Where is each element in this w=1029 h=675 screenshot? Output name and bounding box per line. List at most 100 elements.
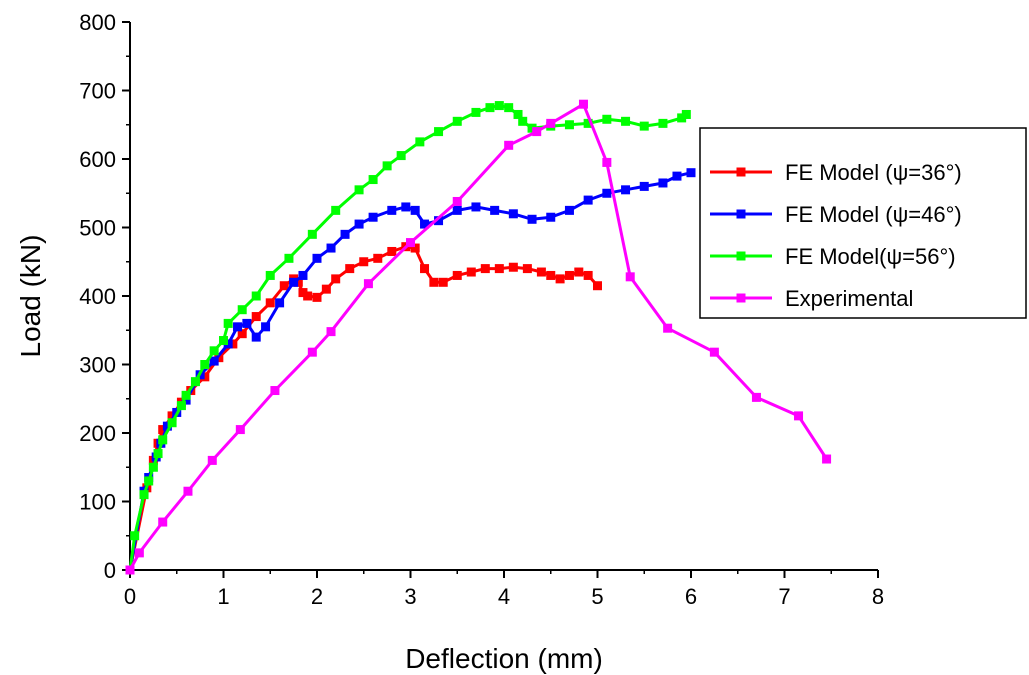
y-tick-label: 800 — [79, 10, 116, 35]
data-point — [452, 205, 462, 215]
data-point — [751, 392, 761, 402]
x-tick-label: 5 — [591, 584, 603, 609]
data-point — [251, 291, 261, 301]
data-point — [485, 103, 495, 113]
data-point — [546, 212, 556, 222]
data-point — [158, 435, 168, 445]
data-point — [527, 123, 537, 133]
data-point — [471, 107, 481, 117]
data-point — [527, 214, 537, 224]
data-point — [532, 127, 542, 137]
data-point — [508, 262, 518, 272]
legend-swatch-marker — [736, 167, 746, 177]
data-point — [387, 205, 397, 215]
x-axis-title: Deflection (mm) — [405, 643, 603, 674]
data-point — [555, 274, 565, 284]
data-point — [144, 476, 154, 486]
data-point — [452, 270, 462, 280]
data-point — [331, 274, 341, 284]
data-point — [261, 322, 271, 332]
data-point — [621, 116, 631, 126]
data-point — [415, 137, 425, 147]
data-point — [251, 312, 261, 322]
data-point — [139, 490, 149, 500]
data-point — [289, 277, 299, 287]
data-point — [368, 212, 378, 222]
axes: 0 1 2 3 4 5 6 7 8 0 100 200 300 400 500 600 700 800 — [79, 10, 884, 609]
data-point — [639, 181, 649, 191]
legend-swatch-marker — [736, 293, 746, 303]
data-point — [200, 360, 210, 369]
data-point — [546, 270, 556, 280]
data-point — [158, 425, 168, 435]
data-point — [494, 264, 504, 274]
data-point — [536, 267, 546, 277]
legend-label: FE Model (ψ=46°) — [785, 202, 962, 227]
data-point — [158, 517, 168, 527]
data-point — [602, 188, 612, 198]
x-tick-label: 2 — [311, 584, 323, 609]
data-point — [326, 243, 336, 253]
data-point — [307, 347, 317, 357]
data-point — [235, 425, 245, 435]
data-point — [677, 113, 687, 123]
data-point — [420, 219, 430, 229]
data-point — [340, 229, 350, 239]
data-point — [190, 377, 200, 387]
data-point — [593, 281, 602, 291]
legend-box — [699, 127, 1027, 319]
data-point — [434, 127, 444, 137]
data-point — [396, 151, 406, 161]
y-tick-label: 500 — [79, 216, 116, 241]
y-tick-label: 0 — [104, 558, 116, 583]
data-point — [658, 178, 668, 188]
data-point — [513, 109, 523, 119]
data-point — [522, 264, 532, 274]
legend-label: FE Model (ψ=36°) — [785, 160, 962, 185]
series-line — [128, 245, 599, 571]
data-point — [574, 267, 584, 277]
data-point — [321, 284, 331, 294]
data-point — [410, 243, 420, 253]
data-point — [209, 356, 219, 366]
data-point — [401, 202, 411, 212]
data-point — [275, 298, 285, 308]
data-point — [578, 99, 588, 109]
data-point — [181, 395, 191, 405]
data-point — [265, 298, 275, 308]
data-point — [359, 257, 369, 267]
data-point — [564, 120, 574, 130]
data-point — [162, 421, 172, 431]
data-point — [153, 449, 163, 459]
data-point — [223, 318, 233, 328]
data-point — [382, 161, 392, 171]
data-point — [794, 411, 804, 421]
series-layer — [125, 99, 832, 575]
data-point — [420, 264, 430, 274]
data-point — [504, 103, 514, 113]
data-point — [148, 462, 158, 472]
data-point — [228, 339, 238, 349]
data-point — [466, 267, 476, 277]
x-tick-label: 4 — [498, 584, 510, 609]
data-point — [564, 205, 574, 215]
data-point — [410, 205, 420, 215]
legend: FE Model (ψ=36°) FE Model (ψ=46°) FE Model… — [699, 127, 1027, 319]
x-tick-label: 0 — [124, 584, 136, 609]
data-point — [312, 253, 322, 263]
data-point — [546, 118, 556, 128]
legend-swatch-marker — [736, 209, 746, 219]
data-point — [452, 196, 462, 206]
data-point — [429, 277, 439, 287]
data-point — [518, 116, 528, 126]
data-point — [508, 209, 518, 219]
data-point — [368, 175, 378, 185]
data-point — [237, 305, 247, 315]
data-point — [181, 390, 191, 400]
data-point — [709, 347, 719, 357]
series-line — [128, 171, 692, 571]
data-point — [490, 205, 500, 215]
data-point — [658, 118, 668, 128]
data-point — [672, 171, 682, 181]
y-tick-label: 400 — [79, 284, 116, 309]
